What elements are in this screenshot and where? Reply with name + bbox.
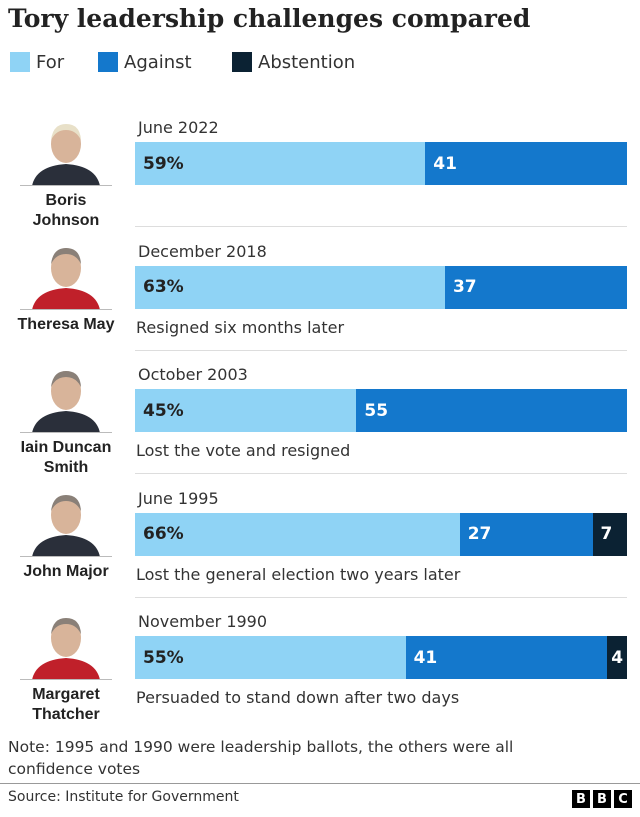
bar-value-label: 66% [143, 524, 184, 544]
row-note: Lost the vote and resigned [136, 441, 351, 460]
row-separator [135, 349, 627, 351]
bar: 41 [405, 636, 608, 679]
legend-swatch [232, 52, 252, 72]
portrait [20, 116, 112, 186]
row-note: Lost the general election two years late… [136, 564, 461, 584]
legend-label: Against [124, 51, 192, 73]
legend-label: Abstention [258, 51, 356, 73]
bar: 55% [135, 636, 406, 679]
bar-value-label: 7 [600, 524, 613, 544]
source: Source: Institute for Government [8, 789, 239, 805]
date-label: December 2018 [138, 241, 267, 261]
bar-value-label: 45% [143, 400, 184, 421]
logo-letter: C [614, 790, 632, 808]
logo-letter: B [572, 790, 590, 808]
bar-value-label: 55% [143, 647, 184, 668]
portrait [20, 486, 112, 557]
date-label: June 2022 [138, 118, 219, 137]
bar: 63% [135, 265, 445, 309]
date-label: October 2003 [138, 365, 248, 384]
bar: 55 [356, 389, 627, 432]
logo-letter: B [593, 790, 611, 808]
leader-name: Margaret Thatcher [32, 686, 100, 723]
row-note: Resigned six months later [136, 317, 345, 337]
chart-title: Tory leadership challenges compared [8, 4, 531, 33]
footnote: Note: 1995 and 1990 were leadership ball… [8, 738, 514, 778]
portrait [20, 610, 112, 680]
row-separator [135, 226, 627, 227]
bar: 59% [135, 142, 426, 185]
row-note: Persuaded to stand down after two days [136, 688, 460, 707]
legend-item: For [10, 51, 64, 73]
date-label: June 1995 [138, 488, 219, 508]
portrait [20, 239, 112, 310]
row-separator [135, 596, 627, 598]
bar-value-label: 63% [143, 277, 184, 297]
leader-name: Iain Duncan Smith [20, 439, 112, 476]
legend-swatch [10, 52, 30, 72]
footer-rule [0, 783, 640, 784]
legend-item: Abstention [232, 51, 355, 73]
leader-name: Boris Johnson [32, 192, 100, 229]
bar-value-label: 41 [433, 153, 457, 174]
bar: 66% [135, 512, 460, 556]
row-separator [135, 473, 627, 474]
bar: 7 [592, 512, 627, 556]
leader-name: John Major [23, 562, 109, 580]
legend-label: For [36, 51, 65, 73]
bar-value-label: 55 [364, 400, 389, 421]
portrait [20, 363, 112, 433]
bar-value-label: 37 [452, 277, 477, 297]
bar: 27 [459, 512, 593, 556]
legend-item: Against [98, 51, 192, 73]
leader-name: Theresa May [17, 315, 115, 333]
bar-value-label: 27 [467, 524, 492, 544]
bar-value-label: 59% [143, 153, 184, 174]
date-label: November 1990 [138, 612, 268, 631]
bar-value-label: 41 [413, 647, 438, 668]
bar: 4 [607, 636, 627, 679]
bar: 41 [425, 142, 627, 185]
bar: 37 [444, 265, 627, 309]
bar: 45% [135, 389, 357, 432]
bar-value-label: 4 [611, 647, 624, 668]
legend-swatch [98, 52, 118, 72]
